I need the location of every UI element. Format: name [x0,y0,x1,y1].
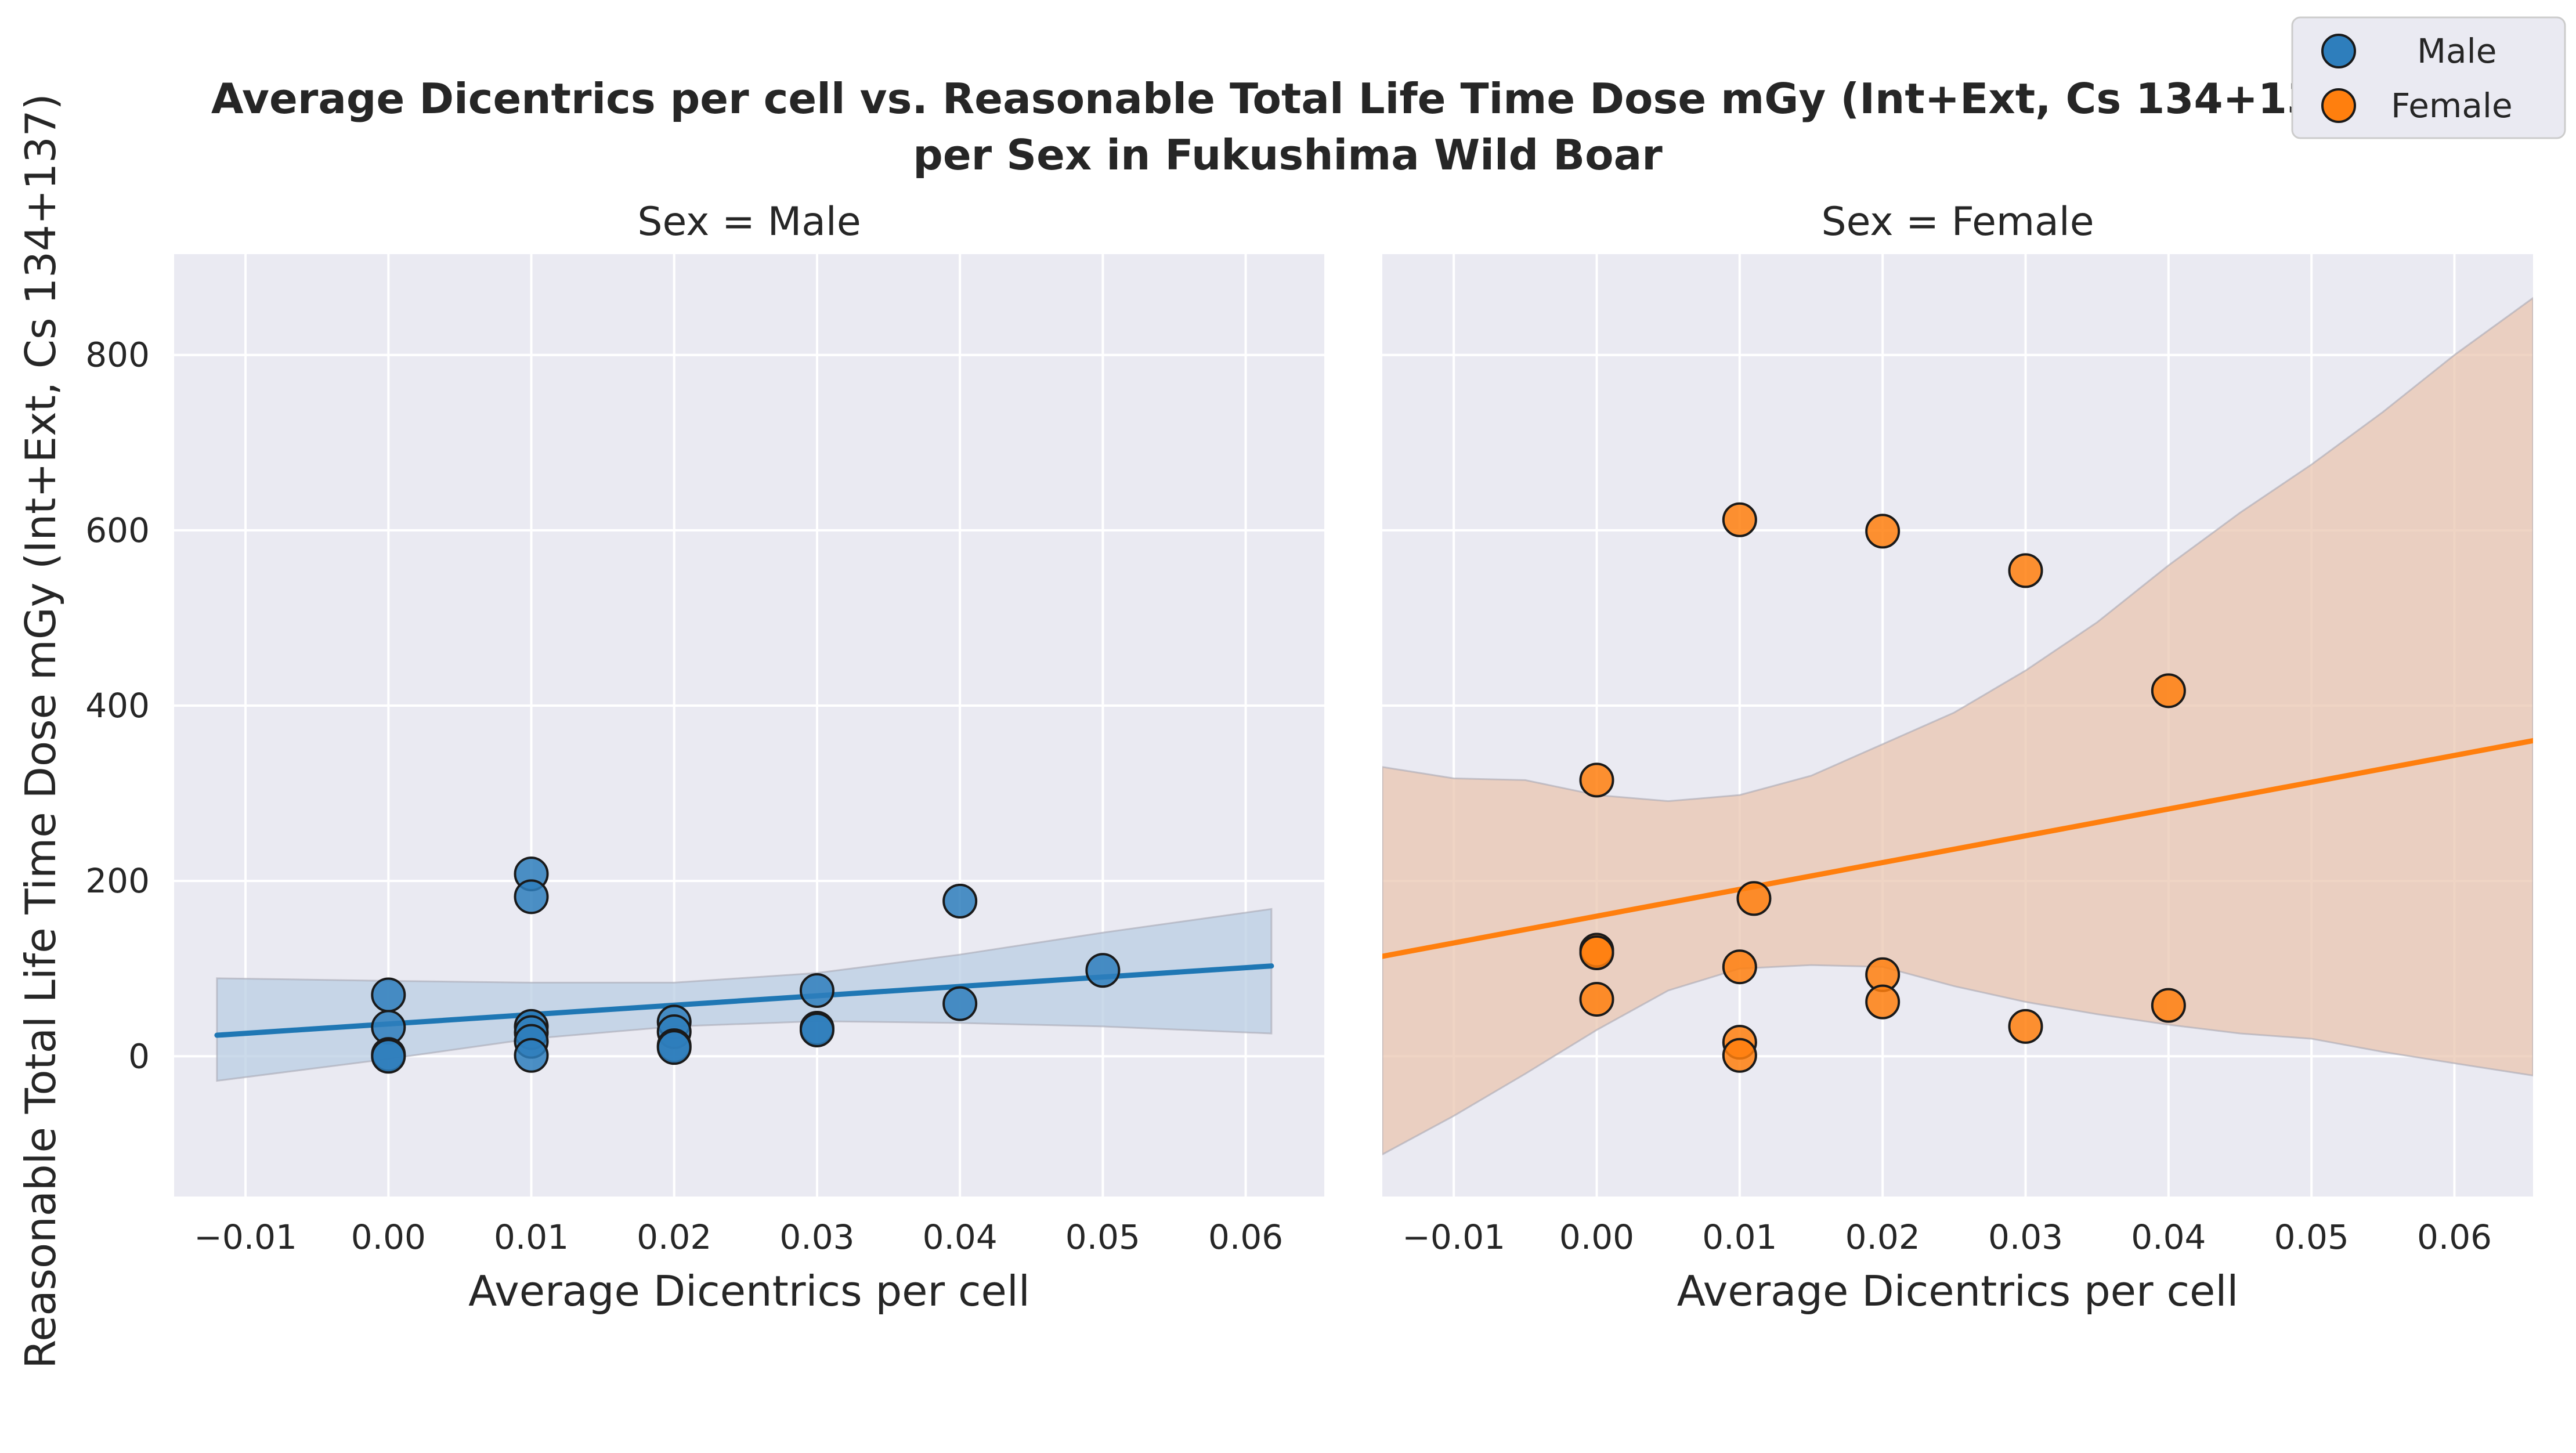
facet-title-female: Sex = Female [1821,199,2094,245]
data-point-male [656,1030,692,1065]
data-point-female [1579,982,1614,1017]
data-point-male [371,977,406,1013]
x-tick-label: 0.06 [1208,1217,1283,1257]
data-point-male [799,1012,834,1047]
data-point-female [1722,949,1757,985]
data-point-male [942,883,978,919]
confidence-band-male [216,908,1273,1082]
x-tick-label: −0.01 [1402,1217,1505,1257]
x-axis-label-male: Average Dicentrics per cell [468,1267,1030,1315]
facet-title-male: Sex = Male [637,199,861,245]
confidence-band-female [1382,297,2533,1156]
legend-marker-male [2321,34,2356,68]
y-tick-label: 600 [85,511,150,550]
data-point-female [1736,881,1772,916]
y-tick-label: 200 [85,861,150,901]
data-point-female [1579,935,1614,971]
data-point-male [799,973,834,1008]
x-tick-label: −0.01 [194,1217,297,1257]
x-axis-label-female: Average Dicentrics per cell [1677,1267,2239,1315]
data-point-female [2151,988,2186,1023]
x-tick-label: 0.04 [2131,1217,2206,1257]
y-axis-label: Reasonable Total Life Time Dose mGy (Int… [16,93,65,1368]
legend: Male Female [2291,16,2566,139]
x-tick-label: 0.05 [2274,1217,2349,1257]
data-point-male [1085,953,1121,988]
data-point-male [514,1038,549,1073]
panel-female: Sex = Female −0.01 0.00 0.01 0.02 0.03 0.04 0.0… [1382,199,2533,1315]
chart-title-line2: per Sex in Fukushima Wild Boar [913,131,1663,179]
x-tick-label: 0.02 [1845,1217,1920,1257]
data-point-female [1865,514,1901,549]
data-point-female [2151,673,2186,709]
x-tick-label: 0.00 [1559,1217,1634,1257]
x-tick-label: 0.03 [779,1217,854,1257]
data-point-male [514,879,549,915]
data-point-female [2008,553,2043,588]
chart-title-line1: Average Dicentrics per cell vs. Reasonab… [211,74,2364,123]
x-tick-label: 0.06 [2417,1217,2492,1257]
data-point-female [1579,762,1614,798]
y-tick-label: 400 [85,686,150,725]
data-point-male [371,1039,406,1074]
legend-box [2291,16,2566,139]
regression-line-female [1382,738,2533,959]
panel-male: Sex = Male −0.01 0.00 0.01 0.02 0.03 0.04 0.05 0… [85,199,1324,1315]
legend-label-female: Female [2391,86,2513,125]
x-tick-label: 0.02 [637,1217,711,1257]
x-tick-label: 0.04 [923,1217,998,1257]
data-point-male [942,986,978,1021]
legend-marker-female [2321,88,2356,123]
y-tick-label: 800 [85,335,150,375]
data-point-female [1722,502,1757,537]
legend-label-male: Male [2417,31,2496,71]
x-tick-label: 0.01 [1702,1217,1777,1257]
x-tick-label: 0.03 [1988,1217,2063,1257]
data-point-female [2008,1009,2043,1044]
x-tick-label: 0.05 [1065,1217,1140,1257]
y-tick-label: 0 [128,1036,150,1076]
x-tick-label: 0.00 [351,1217,426,1257]
data-point-female [1722,1038,1757,1073]
x-tick-label: 0.01 [494,1217,569,1257]
data-point-female [1865,984,1901,1020]
